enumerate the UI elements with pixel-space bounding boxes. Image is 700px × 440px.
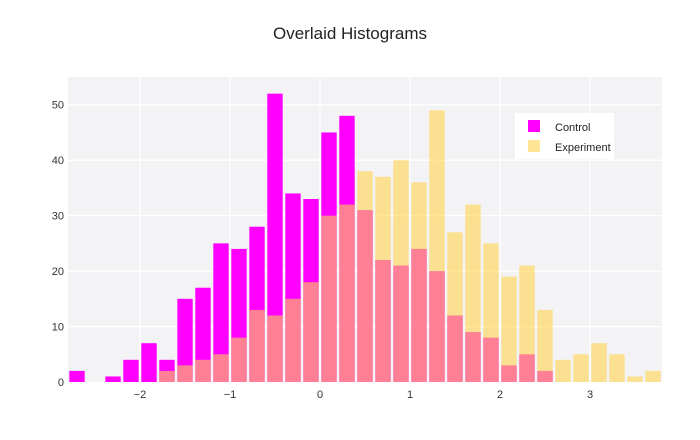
bar-experiment[interactable] <box>339 204 355 382</box>
bar-experiment[interactable] <box>465 204 481 382</box>
bar-experiment[interactable] <box>627 376 643 382</box>
bar-experiment[interactable] <box>447 232 463 382</box>
bar-experiment[interactable] <box>267 315 283 382</box>
bar-experiment[interactable] <box>213 354 229 382</box>
bar-experiment[interactable] <box>537 309 553 382</box>
legend-swatch-experiment[interactable] <box>528 140 540 152</box>
bar-control[interactable] <box>141 343 157 382</box>
y-tick-label: 30 <box>52 211 64 223</box>
bar-experiment[interactable] <box>303 282 319 382</box>
bar-experiment[interactable] <box>483 243 499 382</box>
bar-control[interactable] <box>123 359 139 382</box>
bar-experiment[interactable] <box>609 354 625 382</box>
bar-experiment[interactable] <box>231 337 247 382</box>
bar-experiment[interactable] <box>249 309 265 382</box>
bar-experiment[interactable] <box>177 365 193 382</box>
bar-experiment[interactable] <box>285 298 301 382</box>
bar-experiment[interactable] <box>375 176 391 382</box>
x-tick-label: −1 <box>224 389 237 401</box>
bar-control[interactable] <box>213 243 229 382</box>
bar-experiment[interactable] <box>429 110 445 382</box>
bar-experiment[interactable] <box>411 182 427 382</box>
bar-experiment[interactable] <box>519 265 535 382</box>
legend-swatch-control[interactable] <box>528 120 540 132</box>
x-tick-label: 0 <box>317 389 323 401</box>
bar-experiment[interactable] <box>195 359 211 382</box>
bar-control[interactable] <box>105 376 121 382</box>
bar-control[interactable] <box>195 287 211 382</box>
legend-label-experiment[interactable]: Experiment <box>555 142 611 154</box>
legend-label-control[interactable]: Control <box>555 122 590 134</box>
chart-title: Overlaid Histograms <box>273 24 427 43</box>
bar-control[interactable] <box>69 370 85 382</box>
bar-experiment[interactable] <box>555 359 571 382</box>
bar-experiment[interactable] <box>591 343 607 382</box>
x-tick-label: −2 <box>134 389 147 401</box>
bar-experiment[interactable] <box>159 370 175 382</box>
bar-experiment[interactable] <box>645 370 661 382</box>
bar-experiment[interactable] <box>393 160 409 382</box>
y-tick-label: 0 <box>58 377 64 389</box>
y-tick-label: 10 <box>52 322 64 334</box>
bar-control[interactable] <box>177 298 193 382</box>
bars <box>69 93 661 383</box>
bar-experiment[interactable] <box>501 276 517 382</box>
x-tick-label: 3 <box>587 389 593 401</box>
bar-experiment[interactable] <box>357 171 373 382</box>
x-tick-label: 2 <box>497 389 503 401</box>
bar-experiment[interactable] <box>321 215 337 382</box>
legend[interactable]: Control Experiment <box>515 113 614 159</box>
y-tick-label: 50 <box>52 100 64 112</box>
y-tick-label: 40 <box>52 155 64 167</box>
bar-control[interactable] <box>267 93 283 383</box>
bar-experiment[interactable] <box>573 354 589 382</box>
x-tick-label: 1 <box>407 389 413 401</box>
y-tick-label: 20 <box>52 266 64 278</box>
